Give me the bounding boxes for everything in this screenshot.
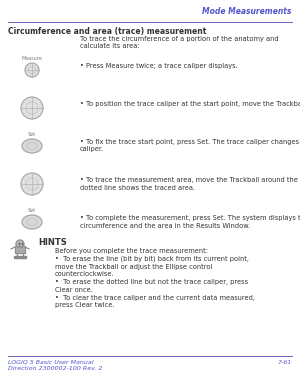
Text: To trace the circumference of a portion of the anatomy and
calculate its area:: To trace the circumference of a portion … (80, 36, 279, 50)
Circle shape (21, 173, 43, 195)
Text: Set: Set (28, 208, 36, 213)
Bar (15, 246, 25, 253)
Text: LOGIQ 5 Basic User Manual: LOGIQ 5 Basic User Manual (8, 360, 94, 365)
Ellipse shape (22, 139, 42, 153)
Text: 7-61: 7-61 (278, 360, 292, 365)
Circle shape (16, 240, 24, 248)
Text: Measure: Measure (22, 56, 42, 61)
Text: Circumference and area (trace) measurement: Circumference and area (trace) measureme… (8, 27, 206, 36)
Text: • To complete the measurement, press Set. The system displays the
circumference : • To complete the measurement, press Set… (80, 215, 300, 229)
Text: • Press Measure twice; a trace caliper displays.: • Press Measure twice; a trace caliper d… (80, 63, 238, 69)
Text: HINTS: HINTS (38, 238, 67, 247)
Circle shape (25, 63, 39, 77)
Bar (14, 256, 26, 258)
Text: •  To erase the dotted line but not the trace caliper, press
Clear once.: • To erase the dotted line but not the t… (55, 279, 248, 293)
Text: • To position the trace caliper at the start point, move the Trackball.: • To position the trace caliper at the s… (80, 101, 300, 107)
Text: Set: Set (28, 132, 36, 137)
Text: Direction 2300002-100 Rev. 2: Direction 2300002-100 Rev. 2 (8, 366, 102, 371)
Text: • To fix the trace start point, press Set. The trace caliper changes to an activ: • To fix the trace start point, press Se… (80, 139, 300, 152)
Bar (15, 246, 25, 253)
Circle shape (21, 97, 43, 119)
Text: Mode Measurements: Mode Measurements (202, 7, 291, 16)
Ellipse shape (22, 215, 42, 229)
Text: Before you complete the trace measurement:: Before you complete the trace measuremen… (55, 248, 208, 254)
Text: •  To erase the line (bit by bit) back from its current point,
move the Trackbal: • To erase the line (bit by bit) back fr… (55, 256, 249, 277)
Text: •  To clear the trace caliper and the current data measured,
press Clear twice.: • To clear the trace caliper and the cur… (55, 295, 255, 308)
Text: • To trace the measurement area, move the Trackball around the anatomy. A
dotted: • To trace the measurement area, move th… (80, 177, 300, 191)
